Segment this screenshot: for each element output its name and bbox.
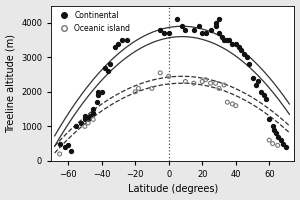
Continental [284,145,289,149]
Continental [263,97,268,100]
Oceanic island [222,83,226,87]
Oceanic island [183,80,188,83]
Oceanic island [267,139,272,142]
Continental [158,28,163,31]
X-axis label: Latitude (degrees): Latitude (degrees) [128,184,218,194]
Oceanic island [213,82,218,85]
Continental [196,25,201,28]
Continental [82,114,87,118]
Continental [230,42,235,45]
Continental [175,18,179,21]
Continental [119,38,124,42]
Continental [279,139,283,142]
Continental [217,32,221,35]
Continental [91,107,96,111]
Continental [79,121,84,124]
Continental [62,145,67,149]
Continental [200,32,205,35]
Oceanic island [158,71,163,74]
Continental [86,118,91,121]
Continental [255,80,260,83]
Continental [94,101,99,104]
Continental [116,42,121,45]
Oceanic island [149,87,154,90]
Continental [242,52,247,55]
Oceanic island [57,152,62,156]
Continental [191,28,196,31]
Oceanic island [91,118,96,121]
Continental [270,125,275,128]
Oceanic island [225,101,230,104]
Continental [96,94,100,97]
Continental [213,25,218,28]
Continental [238,49,243,52]
Continental [87,114,92,118]
Continental [220,35,225,38]
Y-axis label: Treeline altitude (m): Treeline altitude (m) [6,34,16,133]
Continental [272,128,277,131]
Continental [183,28,188,31]
Continental [57,142,62,145]
Oceanic island [200,80,205,83]
Continental [99,90,104,93]
Continental [267,118,272,121]
Continental [225,38,230,42]
Oceanic island [230,102,235,106]
Legend: Continental, Oceanic island: Continental, Oceanic island [55,9,132,34]
Continental [166,32,171,35]
Continental [217,18,221,21]
Oceanic island [133,90,137,93]
Continental [124,38,129,42]
Continental [106,70,111,73]
Continental [103,66,107,69]
Continental [259,90,263,93]
Continental [91,111,96,114]
Oceanic island [191,82,196,85]
Oceanic island [136,87,141,90]
Continental [222,38,226,42]
Continental [66,144,70,147]
Continental [254,83,258,87]
Continental [213,21,218,24]
Continental [247,63,252,66]
Oceanic island [166,75,171,78]
Continental [245,56,250,59]
Continental [112,45,117,49]
Continental [275,135,280,138]
Continental [203,32,208,35]
Continental [180,25,184,28]
Continental [280,142,285,145]
Continental [96,90,100,93]
Continental [108,63,112,66]
Oceanic island [233,104,238,107]
Oceanic island [203,78,208,81]
Continental [226,38,231,42]
Continental [233,42,238,45]
Continental [237,45,242,49]
Continental [74,125,79,128]
Oceanic island [208,82,213,85]
Continental [208,28,213,31]
Continental [274,132,278,135]
Oceanic island [270,142,275,145]
Continental [69,149,74,152]
Continental [82,118,87,121]
Continental [250,76,255,80]
Oceanic island [86,121,91,124]
Oceanic island [275,144,280,147]
Continental [161,32,166,35]
Continental [262,94,267,97]
Oceanic island [217,87,221,90]
Oceanic island [82,125,87,128]
